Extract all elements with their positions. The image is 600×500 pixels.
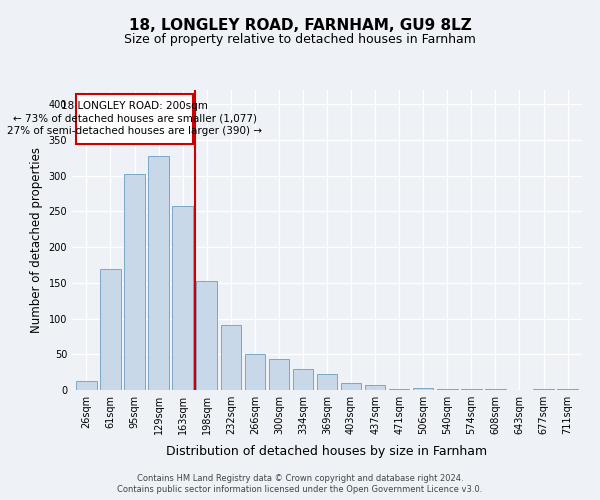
Bar: [76, 382, 97, 390]
Bar: [341, 383, 361, 390]
Text: 18 LONGLEY ROAD: 200sqm: 18 LONGLEY ROAD: 200sqm: [61, 100, 208, 110]
Text: 27% of semi-detached houses are larger (390) →: 27% of semi-detached houses are larger (…: [7, 126, 262, 136]
Bar: [100, 268, 121, 390]
Bar: [196, 280, 217, 390]
Bar: [269, 360, 289, 390]
Bar: [124, 174, 145, 390]
Text: Contains HM Land Registry data © Crown copyright and database right 2024.
Contai: Contains HM Land Registry data © Crown c…: [118, 474, 482, 494]
Bar: [172, 206, 193, 390]
Bar: [437, 388, 458, 390]
Bar: [245, 354, 265, 390]
Bar: [221, 325, 241, 390]
Y-axis label: Number of detached properties: Number of detached properties: [30, 147, 43, 333]
FancyBboxPatch shape: [76, 94, 193, 144]
Text: Size of property relative to detached houses in Farnham: Size of property relative to detached ho…: [124, 32, 476, 46]
Bar: [148, 156, 169, 390]
Text: ← 73% of detached houses are smaller (1,077): ← 73% of detached houses are smaller (1,…: [13, 114, 257, 124]
Bar: [365, 385, 385, 390]
Text: 18, LONGLEY ROAD, FARNHAM, GU9 8LZ: 18, LONGLEY ROAD, FARNHAM, GU9 8LZ: [128, 18, 472, 32]
Bar: [317, 374, 337, 390]
Bar: [413, 388, 433, 390]
X-axis label: Distribution of detached houses by size in Farnham: Distribution of detached houses by size …: [166, 446, 488, 458]
Bar: [293, 368, 313, 390]
